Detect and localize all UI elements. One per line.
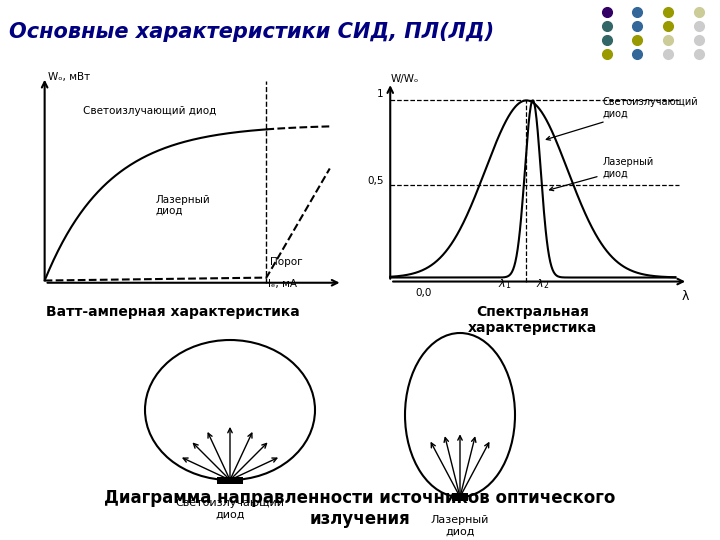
Bar [217, 476, 243, 483]
Text: $\lambda_2$: $\lambda_2$ [536, 278, 549, 292]
Text: λ: λ [681, 289, 688, 302]
Text: Спектральная
характеристика: Спектральная характеристика [468, 305, 598, 335]
Text: Wₒ, мВт: Wₒ, мВт [48, 72, 90, 83]
Text: Ватт-амперная характеристика: Ватт-амперная характеристика [46, 305, 300, 319]
Text: 1: 1 [377, 89, 384, 99]
Text: $\lambda_1$: $\lambda_1$ [498, 278, 511, 292]
Text: 0,0: 0,0 [415, 288, 432, 298]
Text: Диаграмма направленности источников оптического
излучения: Диаграмма направленности источников опти… [104, 489, 616, 528]
Text: Светоизлучающий диод: Светоизлучающий диод [83, 106, 216, 117]
Text: Светоизлучающий
диод: Светоизлучающий диод [176, 498, 284, 519]
Text: Лазерный
диод: Лазерный диод [549, 157, 654, 191]
Text: Iₑ, мА: Iₑ, мА [268, 279, 297, 289]
Text: Порог: Порог [269, 257, 302, 267]
Text: 0,5: 0,5 [367, 176, 384, 186]
Text: W/Wₒ: W/Wₒ [390, 74, 418, 84]
Text: Лазерный
диод: Лазерный диод [156, 194, 210, 216]
Bar [451, 493, 468, 501]
Text: Лазерный
диод: Лазерный диод [431, 515, 489, 537]
Text: Светоизлучающий
диод: Светоизлучающий диод [546, 97, 698, 140]
Text: Основные характеристики СИД, ПЛ(ЛД): Основные характеристики СИД, ПЛ(ЛД) [9, 22, 494, 43]
